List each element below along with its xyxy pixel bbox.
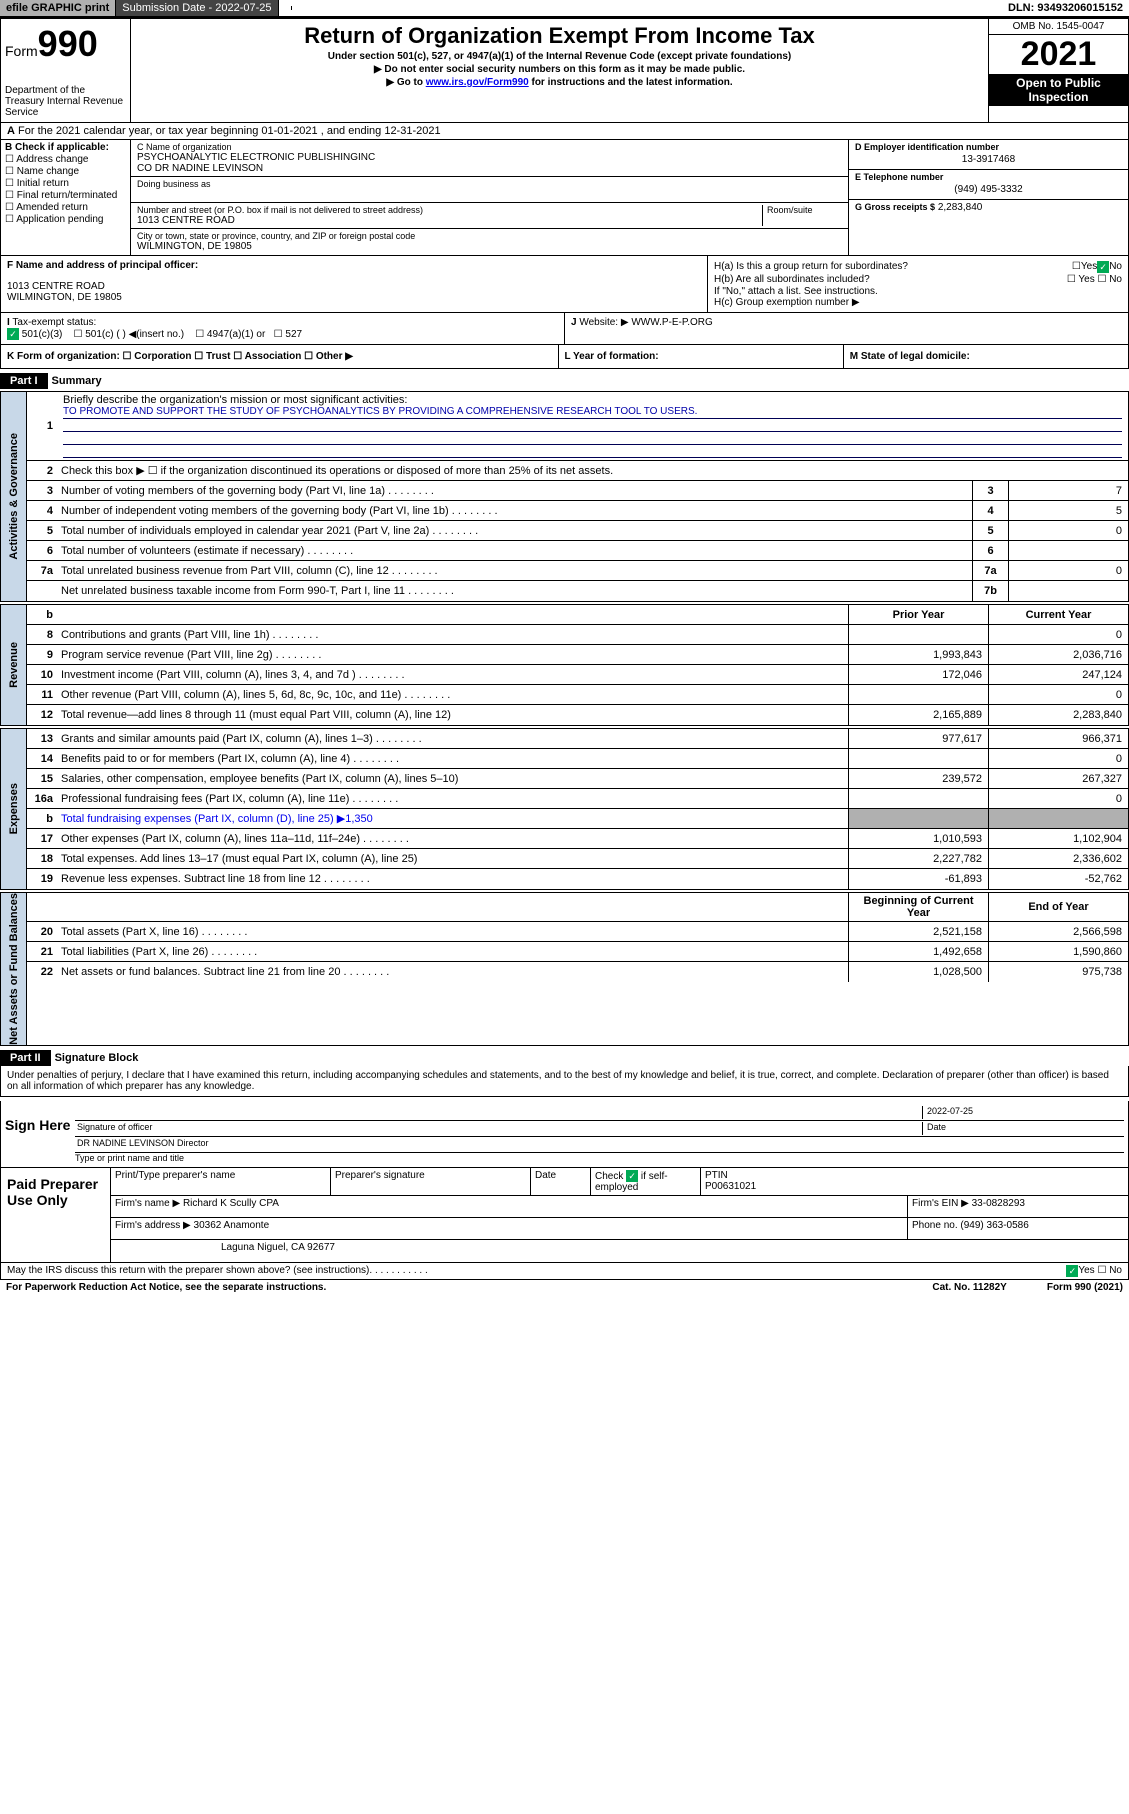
footer-line: For Paperwork Reduction Act Notice, see … [0, 1280, 1129, 1295]
irs-discuss: May the IRS discuss this return with the… [0, 1263, 1129, 1280]
dept: Department of the Treasury Internal Reve… [5, 85, 126, 118]
form-header: Form990 Department of the Treasury Inter… [0, 18, 1129, 123]
ha-label: H(a) Is this a group return for subordin… [714, 261, 1072, 273]
sec-activities: Activities & Governance 1 Briefly descri… [0, 391, 1129, 602]
g-gross: G Gross receipts $ 2,283,840 [849, 200, 1128, 230]
chk-address[interactable]: ☐ Address change [5, 154, 126, 165]
penalties-text: Under penalties of perjury, I declare th… [0, 1066, 1129, 1097]
ha-yes[interactable]: ☐Yes [1072, 261, 1097, 273]
tax-year: 2021 [989, 35, 1128, 74]
mission-text: TO PROMOTE AND SUPPORT THE STUDY OF PSYC… [63, 406, 1122, 419]
dln: DLN: 93493206015152 [1002, 0, 1129, 16]
vtab-expenses: Expenses [8, 783, 20, 834]
col-de: D Employer identification number13-39174… [848, 140, 1128, 255]
i-tax-exempt: I Tax-exempt status: ✓ 501(c)(3) ☐ 501(c… [1, 313, 565, 344]
sign-here-label: Sign Here [5, 1105, 75, 1163]
efile-btn[interactable]: efile GRAPHIC print [0, 0, 116, 16]
l-year: L Year of formation: [559, 345, 844, 368]
sec-net: Net Assets or Fund Balances Beginning of… [0, 892, 1129, 1046]
hb-yn[interactable]: ☐ Yes ☐ No [1067, 274, 1122, 285]
subtitle-1: Under section 501(c), 527, or 4947(a)(1)… [135, 51, 984, 62]
vtab-revenue: Revenue [8, 642, 20, 688]
header-center: Return of Organization Exempt From Incom… [131, 19, 988, 122]
row-a: A For the 2021 calendar year, or tax yea… [0, 123, 1129, 140]
vtab-activities: Activities & Governance [8, 433, 20, 560]
e-phone: E Telephone number(949) 495-3332 [849, 170, 1128, 200]
paid-preparer: Paid Preparer Use Only Print/Type prepar… [0, 1168, 1129, 1263]
section-klm: K Form of organization: ☐ Corporation ☐ … [0, 345, 1129, 369]
section-fh: F Name and address of principal officer:… [0, 256, 1129, 313]
subtitle-2: ▶ Do not enter social security numbers o… [135, 64, 984, 75]
m-state: M State of legal domicile: [844, 345, 1128, 368]
open-public: Open to Public Inspection [989, 74, 1128, 106]
chk-final[interactable]: ☐ Final return/terminated [5, 190, 126, 201]
section-ij: I Tax-exempt status: ✓ 501(c)(3) ☐ 501(c… [0, 313, 1129, 345]
col-b: B Check if applicable: ☐ Address change … [1, 140, 131, 255]
c-city: City or town, state or province, country… [131, 229, 848, 255]
form-title: Return of Organization Exempt From Incom… [135, 23, 984, 49]
header-left: Form990 Department of the Treasury Inter… [1, 19, 131, 122]
hb-label: H(b) Are all subordinates included? [714, 274, 1067, 285]
form-number: Form990 [5, 23, 126, 65]
col-h: H(a) Is this a group return for subordin… [708, 256, 1128, 312]
omb: OMB No. 1545-0047 [989, 19, 1128, 35]
irs-link[interactable]: www.irs.gov/Form990 [426, 77, 529, 88]
vtab-net: Net Assets or Fund Balances [8, 893, 20, 1045]
ha-no-check: ✓ [1097, 261, 1109, 273]
header-right: OMB No. 1545-0047 2021 Open to Public In… [988, 19, 1128, 122]
discuss-yes-check: ✓ [1066, 1265, 1078, 1277]
chk-name[interactable]: ☐ Name change [5, 166, 126, 177]
chk-amended[interactable]: ☐ Amended return [5, 202, 126, 213]
k-form-org: K Form of organization: ☐ Corporation ☐ … [1, 345, 559, 368]
c-name: C Name of organization PSYCHOANALYTIC EL… [131, 140, 848, 177]
part2-header: Part IISignature Block [0, 1050, 1129, 1066]
subtitle-3: ▶ Go to www.irs.gov/Form990 for instruct… [135, 77, 984, 88]
col-c: C Name of organization PSYCHOANALYTIC EL… [131, 140, 848, 255]
j-website: J Website: ▶ WWW.P-E-P.ORG [565, 313, 1128, 344]
topbar: efile GRAPHIC print Submission Date - 20… [0, 0, 1129, 18]
sec-revenue: Revenue bPrior YearCurrent Year 8Contrib… [0, 604, 1129, 726]
col-f: F Name and address of principal officer:… [1, 256, 708, 312]
d-ein: D Employer identification number13-39174… [849, 140, 1128, 170]
sec-expenses: Expenses 13Grants and similar amounts pa… [0, 728, 1129, 890]
sign-here: Sign Here 2022-07-25 Signature of office… [0, 1101, 1129, 1168]
b-header: B Check if applicable: [5, 142, 126, 153]
ha-no: No [1109, 261, 1122, 273]
hb-note: If "No," attach a list. See instructions… [714, 286, 1122, 297]
part1-header: Part ISummary [0, 373, 1129, 389]
chk-initial[interactable]: ☐ Initial return [5, 178, 126, 189]
prep-label: Paid Preparer Use Only [1, 1168, 111, 1262]
spacer [279, 6, 292, 10]
hc-label: H(c) Group exemption number ▶ [714, 297, 1122, 308]
section-bc: B Check if applicable: ☐ Address change … [0, 140, 1129, 256]
submission-date: Submission Date - 2022-07-25 [116, 0, 278, 16]
chk-501c3: ✓ [7, 328, 19, 340]
c-street: Number and street (or P.O. box if mail i… [131, 203, 848, 229]
c-dba: Doing business as [131, 177, 848, 203]
chk-app[interactable]: ☐ Application pending [5, 214, 126, 225]
